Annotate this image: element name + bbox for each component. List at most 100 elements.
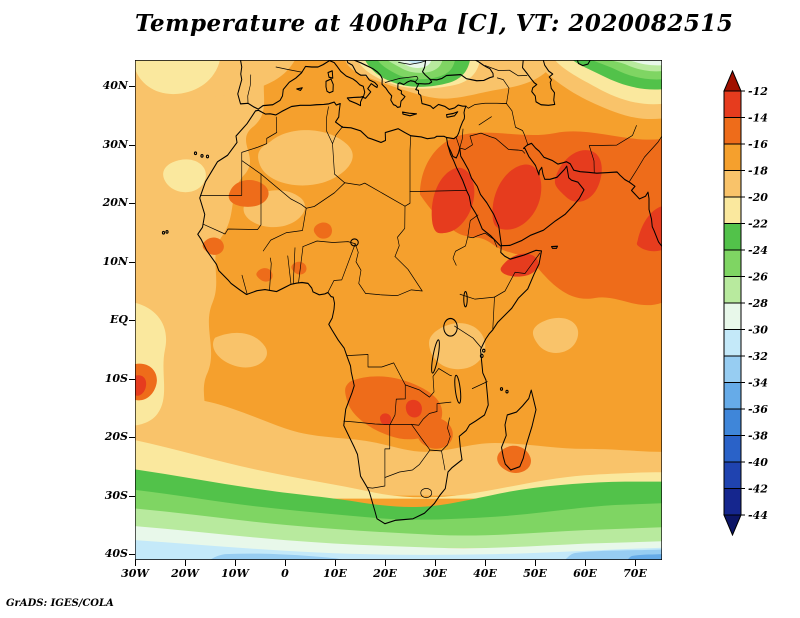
colorbar-triangle-bottom <box>723 514 742 537</box>
shade-hot-west-edge <box>135 375 147 396</box>
border-maritsa <box>414 75 419 85</box>
border-namibia <box>366 424 391 489</box>
border-spain-portugal <box>247 74 252 104</box>
lon-tick-label: 10W <box>221 567 249 580</box>
lon-tick-mark <box>585 560 586 566</box>
colorbar-segment <box>723 408 742 436</box>
island-socotra <box>550 245 558 249</box>
island-comoros-1 <box>499 387 504 391</box>
colorbar-label: -32 <box>748 350 768 363</box>
lon-tick-label: 40E <box>473 567 497 580</box>
shade-yellow-southern-strip <box>135 440 662 499</box>
lat-tick-mark <box>129 378 135 380</box>
shade-hot-gulf <box>554 150 602 202</box>
shade-guinea-patch <box>213 332 267 368</box>
island-comoros-2 <box>505 389 509 394</box>
colorbar: -12 -14 -16 -18 -20 -22 -24 -26 -28 -30 -32 -34 -36 -… <box>723 69 798 540</box>
lat-tick-label: 20S <box>104 430 128 444</box>
island-sardinia <box>325 78 334 94</box>
lat-tick-mark <box>129 203 135 205</box>
coastline-arabia <box>447 144 585 247</box>
lon-tick-label: 60E <box>573 567 597 580</box>
coastline-madagascar <box>500 389 537 471</box>
border-liberia-civ <box>241 274 248 295</box>
border-eritrea-sudan <box>467 214 479 238</box>
lon-tick-mark <box>185 560 186 566</box>
colorbar-label: -44 <box>748 509 768 522</box>
border-sa-zim <box>429 449 442 452</box>
border-ghana-civ <box>269 257 272 291</box>
lat-tick-mark <box>129 554 135 556</box>
border-cameroon-chad <box>354 243 366 294</box>
border-kenya-ethiopia <box>459 293 495 300</box>
border-mauritania-mali <box>203 173 262 235</box>
border-nigeria-cameroon <box>327 243 356 293</box>
colorbar-segment <box>723 461 742 489</box>
coastline-aral <box>576 60 591 67</box>
colorbar-label: -20 <box>748 191 768 204</box>
colorbar-segment <box>723 117 742 145</box>
island-pemba <box>482 348 486 353</box>
shade-yellow-nw-corner <box>135 60 220 95</box>
colorbar-label: -16 <box>748 138 768 151</box>
border-jordan <box>459 128 464 149</box>
shade-green-pale-band <box>135 508 662 549</box>
lon-tick-label: 50E <box>523 567 547 580</box>
border-nigeria-north <box>302 240 356 247</box>
colorbar-label: -28 <box>748 297 768 310</box>
border-sudan-car <box>394 256 423 292</box>
lat-tick-mark <box>129 320 135 322</box>
border-zambezi <box>411 411 438 426</box>
shade-west-atlantic-band <box>135 60 270 461</box>
border-libya-west <box>326 106 346 184</box>
border-caucasus <box>484 65 528 77</box>
shade-warm-niger <box>313 222 332 239</box>
colorbar-label: -34 <box>748 377 768 390</box>
border-afghan-pakistan <box>588 125 637 147</box>
lon-tick-mark <box>335 560 336 566</box>
colorbar-segment <box>723 435 742 463</box>
shade-hot-east-edge <box>636 206 662 252</box>
island-canary-1 <box>200 154 204 158</box>
map-plot <box>135 60 662 560</box>
border-west-sahara <box>199 160 243 196</box>
shade-hot-zambia-2 <box>380 413 392 426</box>
border-egypt-israel <box>455 137 461 149</box>
border-botswana-zim <box>411 423 431 451</box>
lake-tanganyika <box>431 339 440 374</box>
lake-turkana <box>463 290 468 308</box>
lat-tick-label: 20N <box>102 196 128 210</box>
lat-tick-label: 40N <box>102 79 128 93</box>
island-sicily <box>346 95 364 107</box>
colorbar-segment <box>723 196 742 224</box>
colorbar-label: -36 <box>748 403 768 416</box>
coastline-turkey-levant <box>415 83 467 140</box>
border-algeria-sahel <box>241 160 346 209</box>
lat-tick-mark <box>129 261 135 263</box>
shade-warm-zimbabwe <box>416 417 453 449</box>
border-sa-moz <box>441 450 446 471</box>
plot-title: Temperature at 400hPa [C], VT: 202008251… <box>135 10 734 37</box>
border-egypt-sudan <box>409 190 467 192</box>
border-eritrea <box>467 232 498 248</box>
island-cyprus <box>445 111 459 118</box>
colorbar-segment <box>723 276 742 304</box>
shade-yellow-morocco-offshore <box>163 159 206 193</box>
island-mallorca <box>296 87 303 91</box>
lake-victoria <box>443 317 458 337</box>
shade-hot-arabia <box>492 164 542 230</box>
border-benin-nigeria <box>298 246 304 284</box>
temperature-shading <box>135 60 662 560</box>
shade-hot-zambia-1 <box>405 399 422 418</box>
shade-sahara-patch <box>258 130 353 186</box>
island-capeverde-2 <box>161 230 166 235</box>
lat-tick-mark <box>129 144 135 146</box>
lat-tick-mark <box>129 495 135 497</box>
lat-tick-mark <box>129 86 135 88</box>
border-ethiopia-sudan <box>452 236 469 266</box>
colorbar-triangle-top <box>723 69 742 92</box>
island-canary-3 <box>193 151 198 156</box>
border-tanzania-moz <box>471 381 488 390</box>
lon-tick-mark <box>285 560 286 566</box>
